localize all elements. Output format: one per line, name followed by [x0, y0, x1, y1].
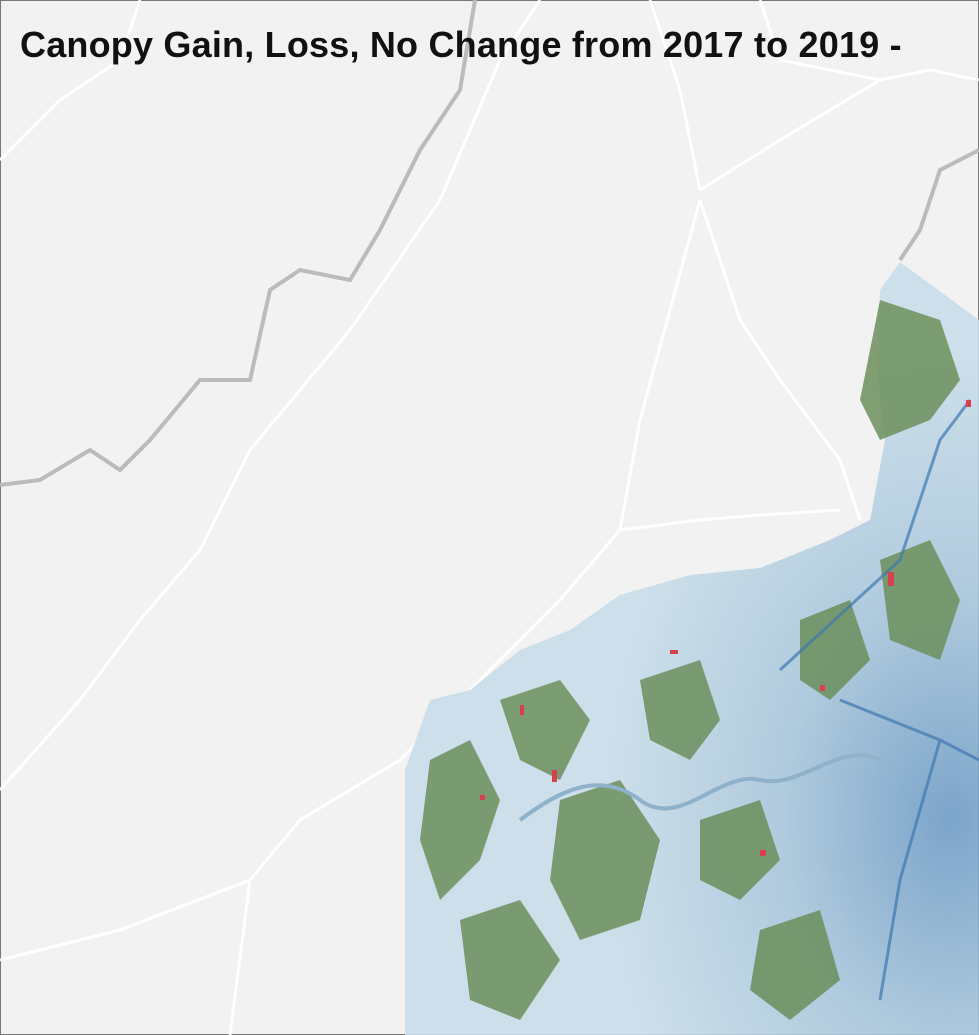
river [518, 753, 881, 822]
corridors [778, 399, 979, 1001]
boundary [0, 0, 477, 487]
county-region [405, 262, 979, 1035]
canopy-patches [420, 300, 960, 1020]
boundary [898, 148, 979, 262]
map-title: Canopy Gain, Loss, No Change from 2017 t… [20, 24, 902, 65]
canopy-loss [480, 400, 971, 856]
